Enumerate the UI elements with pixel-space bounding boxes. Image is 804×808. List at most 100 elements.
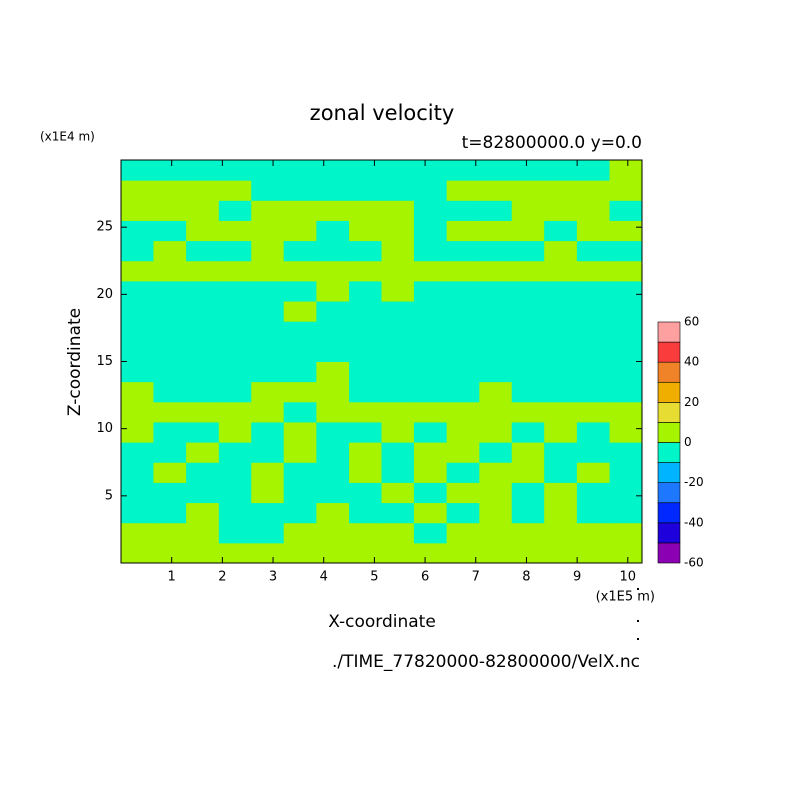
contour-cell: [381, 220, 415, 242]
contour-cell: [544, 482, 578, 504]
contour-cell: [576, 280, 611, 302]
x-tick-label: 10: [620, 570, 637, 585]
contour-cell: [153, 401, 187, 423]
contour-cell: [251, 260, 285, 282]
contour-cell: [186, 180, 220, 201]
contour-cell: [381, 522, 415, 544]
contour-cell: [283, 361, 317, 383]
contour-cell: [316, 301, 350, 322]
contour-cell: [479, 462, 513, 483]
contour-cell: [413, 321, 448, 342]
contour-cell: [283, 240, 317, 262]
contour-cell: [544, 180, 578, 201]
contour-cell: [413, 421, 448, 443]
contour-cell: [446, 180, 480, 201]
contour-cell: [316, 321, 350, 342]
contour-cell: [511, 442, 545, 463]
contour-cell: [511, 421, 545, 443]
contour-cell: [121, 180, 154, 201]
contour-cell: [609, 542, 643, 564]
contour-cell: [544, 401, 578, 423]
contour-cell: [251, 240, 285, 262]
contour-cell: [381, 180, 415, 201]
contour-cell: [283, 200, 317, 221]
contour-cell: [251, 160, 285, 181]
contour-cell: [121, 240, 154, 262]
contour-cell: [446, 421, 480, 443]
x-unit: (x1E5 m): [596, 590, 655, 605]
contour-cell: [381, 260, 415, 282]
contour-cell: [544, 200, 578, 221]
contour-cell: [609, 462, 643, 483]
contour-cell: [576, 341, 611, 362]
contour-cell: [609, 401, 643, 423]
contour-cell: [153, 542, 187, 564]
contour-cell: [121, 542, 154, 564]
contour-cell: [251, 462, 285, 483]
x-tick-label: 6: [421, 570, 429, 585]
contour-cell: [479, 220, 513, 242]
contour-cell: [349, 361, 382, 383]
contour-cell: [121, 381, 154, 403]
contour-cell: [251, 361, 285, 383]
contour-cell: [251, 421, 285, 443]
contour-cell: [446, 381, 480, 403]
colorbar-swatch: [657, 462, 681, 483]
contour-cell: [349, 180, 382, 201]
contour-cell: [544, 381, 578, 403]
contour-cell: [186, 260, 220, 282]
contour-cell: [511, 381, 545, 403]
contour-cell: [349, 482, 382, 504]
contour-cell: [479, 502, 513, 524]
contour-cell: [218, 482, 252, 504]
contour-cell: [381, 542, 415, 564]
contour-cell: [576, 160, 611, 181]
contour-cell: [413, 160, 448, 181]
contour-cell: [479, 301, 513, 322]
contour-cell: [381, 381, 415, 403]
contour-cell: [413, 361, 448, 383]
contour-cell: [413, 462, 448, 483]
colorbar-swatch: [657, 361, 681, 383]
contour-cell: [381, 462, 415, 483]
contour-cell: [316, 442, 350, 463]
y-tick-label: 20: [96, 287, 113, 302]
contour-cell: [316, 361, 350, 383]
contour-cell: [186, 482, 220, 504]
y-tick-label: 10: [96, 421, 113, 436]
contour-cell: [316, 180, 350, 201]
colorbar-label: 0: [684, 435, 692, 449]
contour-cell: [218, 401, 252, 423]
contour-cell: [316, 160, 350, 181]
contour-cell: [479, 421, 513, 443]
contour-cell: [413, 220, 448, 242]
contour-cell: [186, 280, 220, 302]
contour-cell: [153, 240, 187, 262]
contour-cell: [479, 160, 513, 181]
contour-cell: [576, 502, 611, 524]
contour-cell: [153, 341, 187, 362]
contour-cell: [479, 260, 513, 282]
colorbar-swatch: [657, 381, 681, 403]
contour-cell: [349, 502, 382, 524]
contour-cell: [446, 502, 480, 524]
contour-cell: [511, 401, 545, 423]
contour-cell: [121, 482, 154, 504]
contour-cell: [349, 462, 382, 483]
contour-cell: [121, 462, 154, 483]
contour-cell: [381, 341, 415, 362]
contour-cell: [544, 421, 578, 443]
contour-cell: [544, 522, 578, 544]
contour-cell: [413, 240, 448, 262]
contour-cell: [446, 240, 480, 262]
colorbar-label: -40: [684, 515, 704, 529]
contour-cell: [576, 361, 611, 383]
contour-cell: [413, 401, 448, 423]
contour-cell: [576, 321, 611, 342]
contour-cell: [349, 301, 382, 322]
colorbar-label: 60: [684, 315, 699, 329]
contour-cell: [609, 442, 643, 463]
contour-cell: [218, 321, 252, 342]
contour-cell: [511, 482, 545, 504]
contour-cell: [121, 160, 154, 181]
